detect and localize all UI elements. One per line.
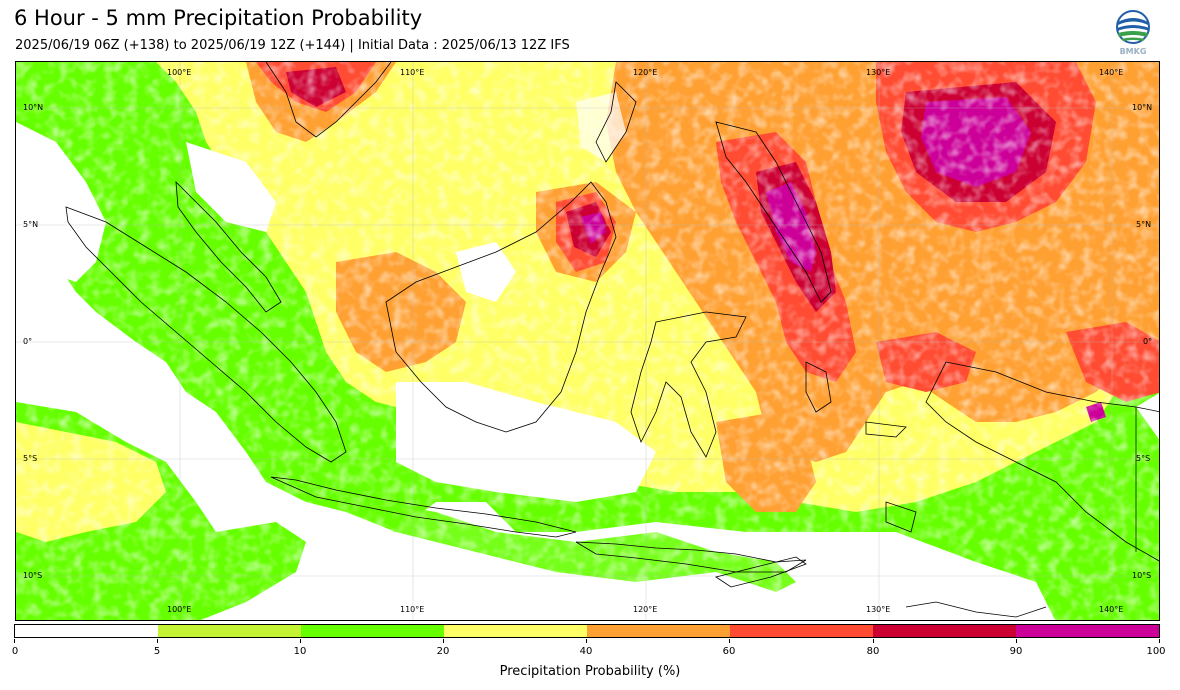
- colorbar-seg-5-10: [158, 625, 301, 637]
- colorbar-tick: [1159, 639, 1160, 643]
- lat-label-right-10s: 10°S: [1132, 571, 1152, 580]
- colorbar-tick: [1016, 639, 1017, 643]
- lon-label-top-130: 130°E: [866, 68, 891, 77]
- colorbar-tick-label-20: 20: [436, 646, 450, 657]
- colorbar-seg-40-60: [587, 625, 730, 637]
- colorbar-tick: [300, 639, 301, 643]
- colorbar-seg-10-20: [301, 625, 444, 637]
- lon-label-top-140: 140°E: [1099, 68, 1124, 77]
- coastlines: [65, 62, 1159, 618]
- lon-label-top-120: 120°E: [633, 68, 658, 77]
- map-title: 6 Hour - 5 mm Precipitation Probability: [14, 6, 423, 30]
- lon-label-top-110: 110°E: [400, 68, 425, 77]
- colorbar-title: Precipitation Probability (%): [499, 664, 681, 679]
- lat-label-right-10n: 10°N: [1132, 103, 1153, 112]
- lon-label-bottom-140: 140°E: [1099, 605, 1124, 614]
- colorbar-tick: [729, 639, 730, 643]
- colorbar-tick: [873, 639, 874, 643]
- colorbar-tick: [157, 639, 158, 643]
- colorbar: [14, 624, 1160, 638]
- logo-text: BMKG: [1120, 47, 1147, 56]
- lon-label-bottom-110: 110°E: [400, 605, 425, 614]
- lon-label-bottom-120: 120°E: [633, 605, 658, 614]
- colorbar-tick-label-80: 80: [866, 646, 880, 657]
- bmkg-logo: BMKG: [1114, 10, 1152, 56]
- colorbar-seg-80-90: [873, 625, 1016, 637]
- precipitation-map: 100°E 110°E 120°E 130°E 140°E 100°E 110°…: [15, 61, 1160, 621]
- lat-label-left-5s: 5°S: [23, 454, 38, 463]
- lat-label-left-10s: 10°S: [23, 571, 43, 580]
- lon-label-bottom-100: 100°E: [167, 605, 192, 614]
- colorbar-seg-0-5: [15, 625, 158, 637]
- lat-label-left-10n: 10°N: [23, 103, 44, 112]
- lon-label-top-100: 100°E: [167, 68, 192, 77]
- colorbar-tick-label-90: 90: [1009, 646, 1023, 657]
- lat-label-right-5n: 5°N: [1136, 220, 1152, 229]
- lat-label-left-5n: 5°N: [23, 220, 39, 229]
- colorbar-tick-label-0: 0: [11, 646, 19, 657]
- colorbar-seg-60-80: [730, 625, 873, 637]
- colorbar-tick: [14, 639, 15, 643]
- colorbar-tick-label-60: 60: [722, 646, 736, 657]
- colorbar-seg-20-40: [444, 625, 587, 637]
- lat-label-left-0: 0°: [23, 337, 33, 346]
- graticule: [16, 62, 1159, 620]
- colorbar-tick: [586, 639, 587, 643]
- colorbar-tick: [443, 639, 444, 643]
- lat-label-right-5s: 5°S: [1136, 454, 1151, 463]
- colorbar-seg-90-100: [1016, 625, 1159, 637]
- colorbar-tick-label-40: 40: [579, 646, 593, 657]
- lat-label-right-0: 0°: [1143, 337, 1153, 346]
- lon-label-bottom-130: 130°E: [866, 605, 891, 614]
- colorbar-tick-label-5: 5: [153, 646, 161, 657]
- map-subtitle: 2025/06/19 06Z (+138) to 2025/06/19 12Z …: [15, 38, 570, 53]
- colorbar-tick-label-10: 10: [293, 646, 307, 657]
- colorbar-tick-label-100: 100: [1146, 646, 1166, 657]
